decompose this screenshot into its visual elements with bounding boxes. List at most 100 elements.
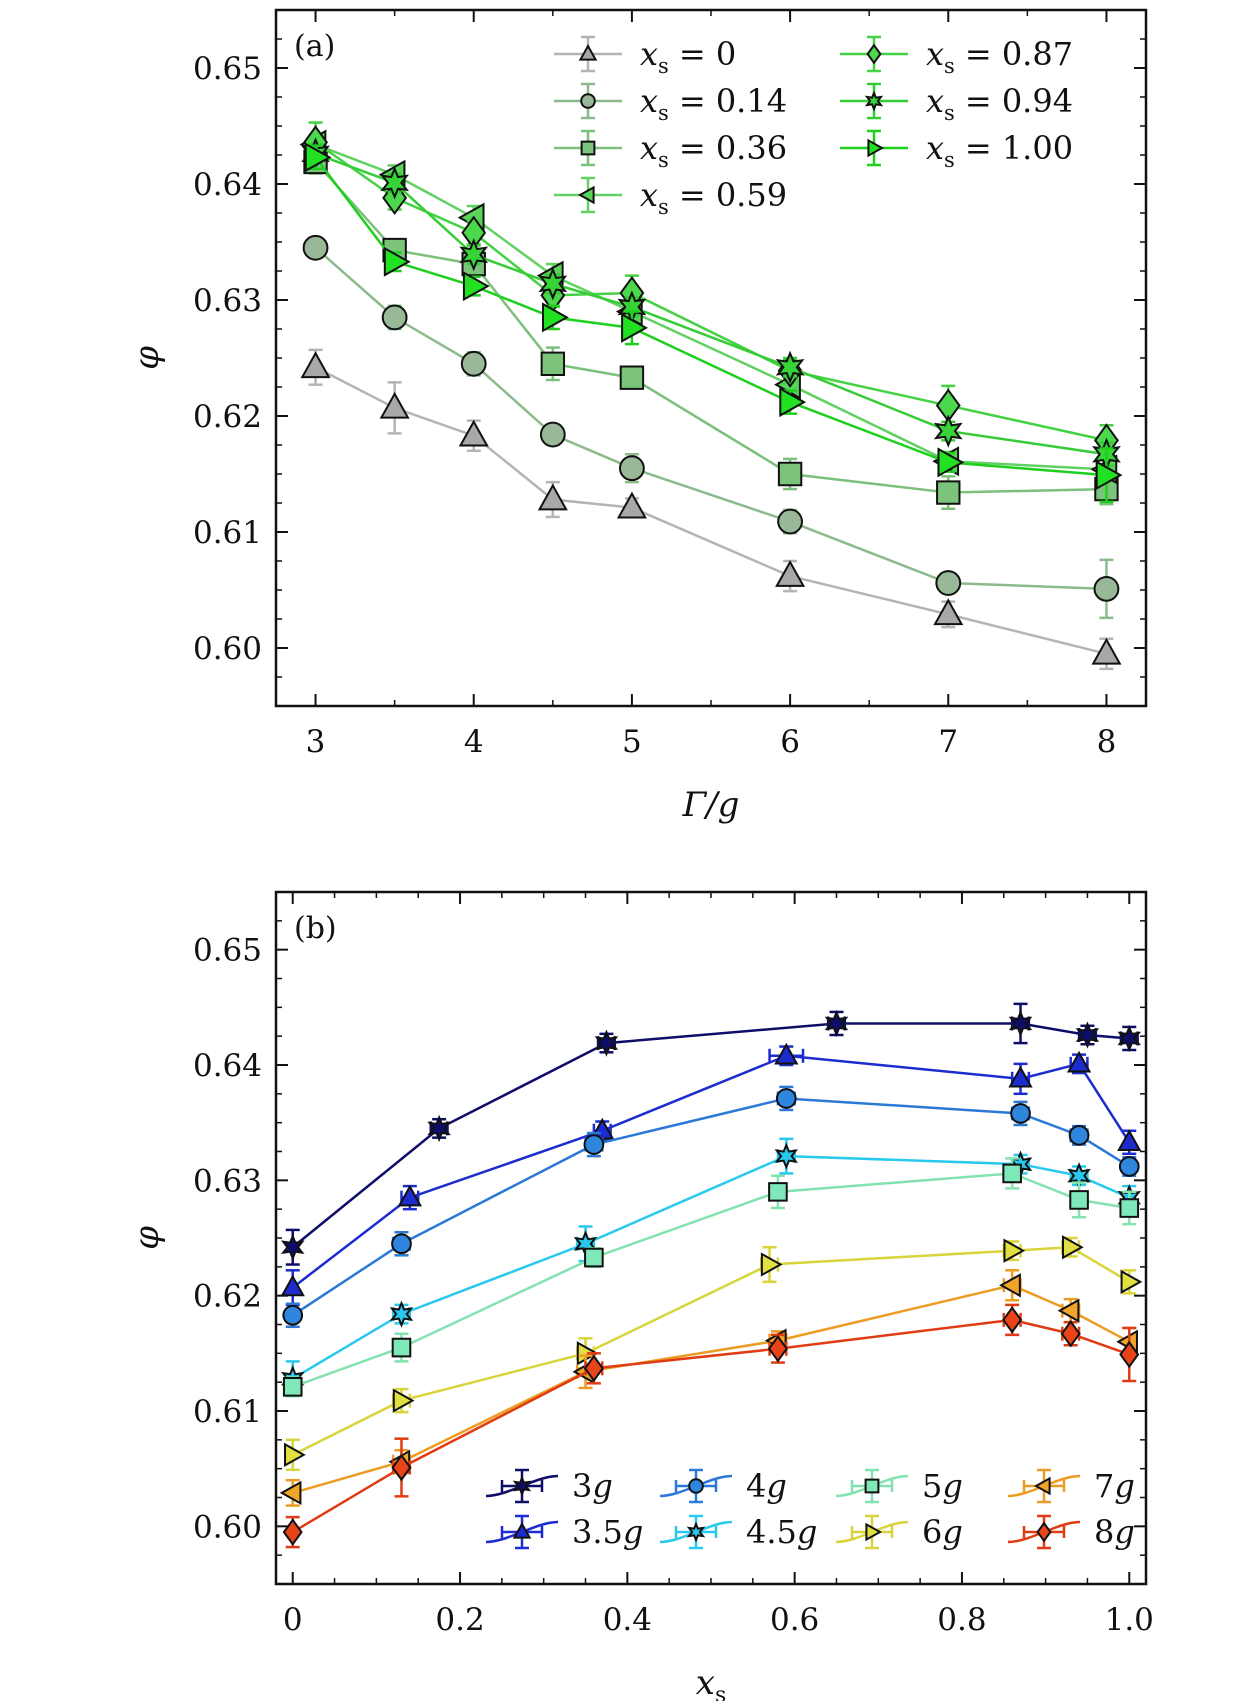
legend-number: 6 [922, 1513, 942, 1551]
series-line [292, 1154, 1130, 1380]
legend-label: 6g [922, 1513, 963, 1551]
legend-label: xs = 0.14 [640, 82, 787, 125]
legend-item: xs = 0.87 [840, 35, 1073, 78]
data-point [379, 391, 410, 419]
legend-unit: g [1114, 1513, 1134, 1551]
legend-var: x [640, 82, 658, 120]
data-point [1068, 1125, 1090, 1146]
data-point [777, 461, 803, 487]
series-line [315, 152, 1107, 456]
legend-value: = 0.94 [965, 82, 1073, 120]
legend-marker [1036, 1521, 1052, 1543]
legend-sub: s [658, 54, 669, 78]
series-line [314, 246, 1107, 591]
legend-unit: g [942, 1467, 962, 1505]
data-point [1075, 1021, 1100, 1049]
legend-sub: s [944, 148, 955, 172]
data-point [282, 1304, 304, 1326]
legend-marker [686, 1521, 706, 1543]
legend-sub: s [944, 54, 955, 78]
legend-label: 4.5g [746, 1513, 817, 1551]
data-point [1002, 1306, 1023, 1334]
series-8g [282, 1303, 1140, 1549]
series-3g [280, 1002, 1142, 1266]
legend-sub: s [658, 195, 669, 219]
legend-item: 7g [1007, 1467, 1135, 1505]
data-point [392, 1388, 415, 1413]
legend-value: = 0 [679, 35, 736, 73]
y-tick-label: 0.60 [193, 631, 262, 667]
data-point [280, 1274, 305, 1297]
data-point [760, 1252, 783, 1277]
x-tick-label: 0.4 [603, 1602, 652, 1638]
data-point [389, 1300, 414, 1328]
data-point [768, 1182, 788, 1202]
legend-item: 3g [485, 1467, 613, 1505]
legend-marker [1033, 1476, 1051, 1496]
y-tick-label: 0.63 [193, 283, 262, 319]
legend-item: 3.5g [485, 1513, 643, 1551]
data-point [304, 142, 332, 173]
data-point [1119, 1198, 1140, 1218]
data-point [537, 483, 568, 511]
data-point [381, 304, 408, 331]
data-point [1117, 1129, 1142, 1151]
x-tick-label: 4 [464, 724, 484, 760]
legend-unit: g [1114, 1467, 1134, 1505]
legend-label: xs = 0.36 [640, 129, 787, 172]
legend-label: xs = 0.94 [926, 82, 1073, 125]
legend-unit: g [797, 1513, 817, 1551]
legend-marker [512, 1475, 532, 1497]
data-point [937, 447, 965, 478]
x-tick-label: 0.2 [435, 1602, 484, 1638]
data-point [616, 491, 647, 519]
legend-unit: g [592, 1467, 612, 1505]
series-4g [282, 1085, 1140, 1329]
data-point [584, 1247, 604, 1268]
legend-number: 7 [1094, 1467, 1114, 1505]
data-point [1095, 460, 1123, 491]
legend-item: 6g [835, 1513, 963, 1551]
series-x-s---0.87 [303, 121, 1119, 458]
data-point [1002, 1163, 1022, 1184]
legend-marker [864, 90, 884, 112]
legend-item: 4g [659, 1467, 787, 1505]
data-point [619, 455, 645, 482]
legend-item: 4.5g [659, 1513, 817, 1551]
data-point [775, 350, 805, 384]
x-axis-label-sub: s [715, 1683, 726, 1701]
y-tick-label: 0.61 [193, 1394, 262, 1430]
panel-label: (b) [294, 911, 337, 946]
legend-label: xs = 1.00 [926, 129, 1073, 172]
legend-marker [864, 1478, 880, 1494]
data-point [1008, 1009, 1033, 1038]
data-point [538, 267, 568, 301]
series-x-s---0 [300, 348, 1122, 671]
y-tick-label: 0.64 [193, 1048, 262, 1084]
data-point [777, 508, 803, 535]
legend-item: 8g [1007, 1513, 1135, 1551]
legend-value: = 1.00 [965, 129, 1073, 167]
y-tick-label: 0.65 [193, 933, 262, 969]
legend-label: 3g [572, 1467, 613, 1505]
legend-item: 5g [835, 1467, 963, 1505]
legend-var: x [926, 35, 944, 73]
x-axis-label: Γ/g [682, 785, 740, 825]
series-5g [282, 1157, 1140, 1398]
data-point [1069, 1190, 1089, 1210]
y-tick-label: 0.61 [193, 515, 262, 551]
series-line [314, 366, 1107, 656]
data-point [391, 1453, 412, 1482]
x-axis-label: xs [696, 1663, 726, 1701]
legend-number: 3 [572, 1467, 592, 1505]
y-tick-label: 0.64 [193, 167, 262, 203]
data-point [540, 351, 566, 376]
legend-number: 4 [746, 1467, 766, 1505]
x-tick-label: 6 [780, 724, 800, 760]
data-point [779, 387, 807, 418]
data-point [397, 1184, 423, 1207]
legend-label: 7g [1094, 1467, 1135, 1505]
legend-sub: s [658, 101, 669, 125]
data-point [284, 1442, 306, 1467]
